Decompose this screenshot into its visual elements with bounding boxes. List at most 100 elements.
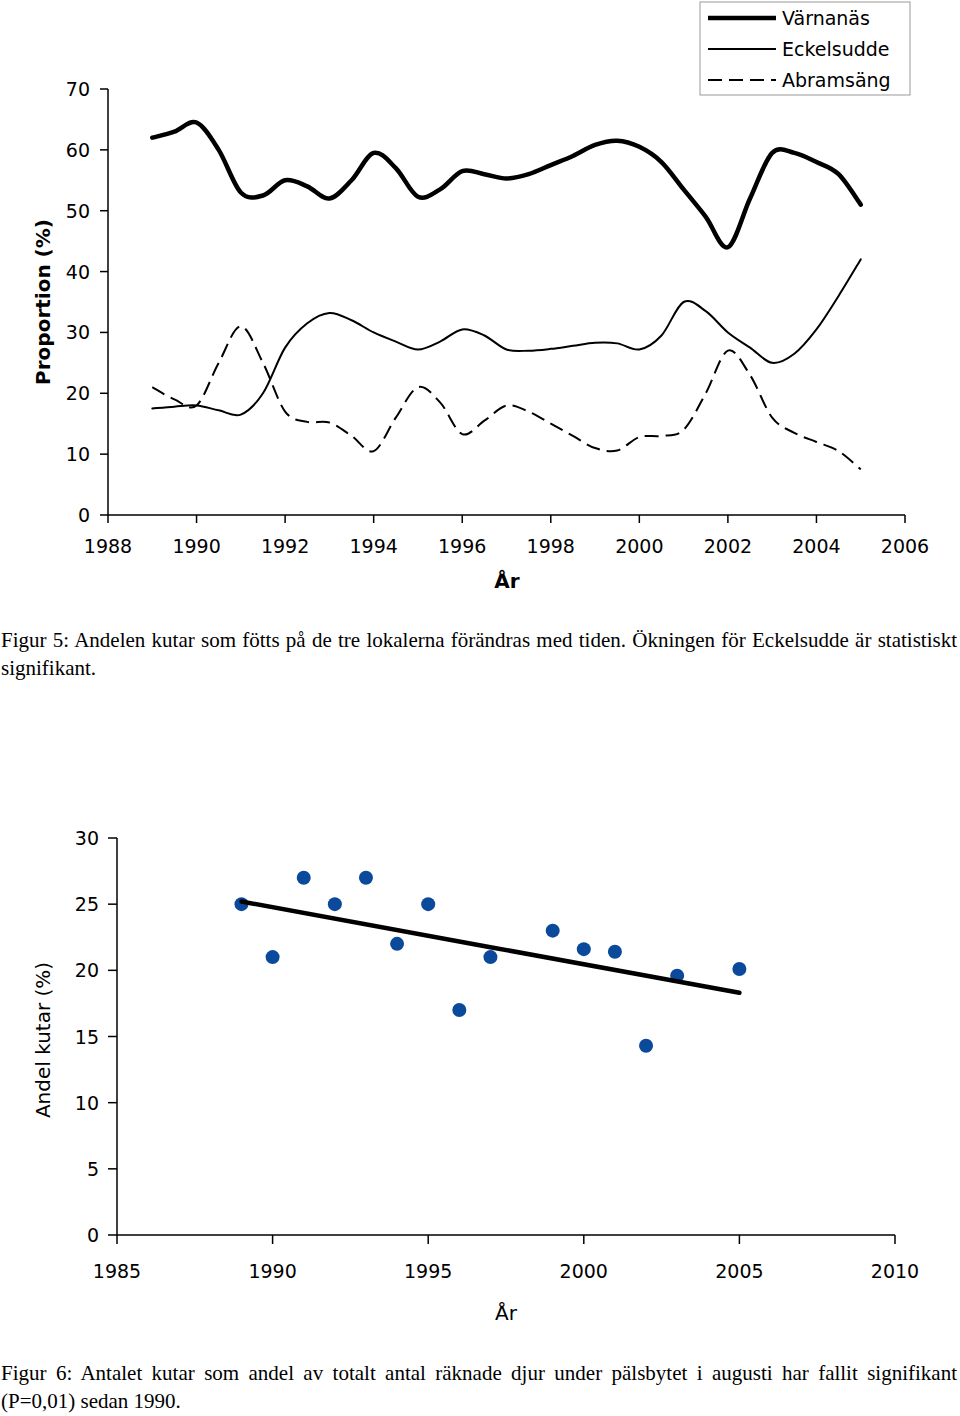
x-tick bbox=[116, 1235, 118, 1244]
scatter-point bbox=[639, 1039, 653, 1053]
x-tick bbox=[427, 1235, 429, 1244]
y-tick bbox=[100, 271, 108, 273]
x-tick-label: 2005 bbox=[715, 1260, 763, 1282]
y-tick bbox=[108, 970, 117, 972]
scatter-point bbox=[452, 1003, 466, 1017]
line-series bbox=[241, 902, 739, 993]
x-tick bbox=[639, 515, 641, 523]
x-tick-label: 1985 bbox=[93, 1260, 141, 1282]
y-tick bbox=[108, 903, 117, 905]
x-tick-label: 1990 bbox=[248, 1260, 296, 1282]
x-axis-label: År bbox=[494, 569, 519, 593]
scatter-point bbox=[577, 942, 591, 956]
y-tick-label: 10 bbox=[66, 443, 90, 465]
scatter-point bbox=[546, 924, 560, 938]
x-axis-line bbox=[108, 514, 905, 516]
plot-area bbox=[152, 122, 860, 469]
y-tick-label: 10 bbox=[75, 1092, 99, 1114]
legend-label: Värnanäs bbox=[782, 7, 870, 29]
x-tick-label: 2002 bbox=[704, 535, 752, 557]
x-tick-label: 2000 bbox=[560, 1260, 608, 1282]
scatter-point bbox=[266, 950, 280, 964]
x-tick bbox=[739, 1235, 741, 1244]
y-tick-label: 25 bbox=[75, 893, 99, 915]
y-tick-label: 0 bbox=[78, 504, 90, 526]
scatter-point bbox=[297, 871, 311, 885]
legend-swatch bbox=[708, 79, 776, 81]
y-tick bbox=[100, 393, 108, 395]
x-tick bbox=[904, 515, 906, 523]
page-canvas: 0102030405060701988199019921994199619982… bbox=[0, 0, 960, 1416]
x-tick-label: 2000 bbox=[615, 535, 663, 557]
x-tick-label: 1988 bbox=[84, 535, 132, 557]
x-axis-line bbox=[117, 1234, 895, 1236]
y-tick-label: 30 bbox=[66, 321, 90, 343]
x-tick bbox=[550, 515, 552, 523]
legend-box bbox=[700, 2, 910, 95]
line-series bbox=[152, 122, 860, 248]
figure-caption: Figur 6: Antalet kutar som andel av tota… bbox=[1, 1359, 957, 1415]
scatter-point bbox=[390, 937, 404, 951]
y-tick bbox=[100, 149, 108, 151]
x-tick bbox=[196, 515, 198, 523]
chart-1: 0 5 10 15 20 25 30 1985 1990 1995 2000 2005 2010 År An… bbox=[31, 827, 919, 1325]
y-tick-label: 30 bbox=[75, 827, 99, 849]
y-tick-label: 15 bbox=[75, 1026, 99, 1048]
plot-area bbox=[234, 871, 746, 1053]
y-tick bbox=[108, 1102, 117, 1104]
x-tick bbox=[583, 1235, 585, 1244]
y-tick bbox=[100, 514, 108, 516]
y-axis-label: Proportion (%) bbox=[31, 219, 55, 385]
x-axis-label: År bbox=[495, 1301, 518, 1325]
line-series bbox=[152, 326, 860, 469]
x-tick-label: 1992 bbox=[261, 535, 309, 557]
y-tick-label: 20 bbox=[66, 382, 90, 404]
x-tick bbox=[894, 1235, 896, 1244]
y-tick bbox=[108, 1036, 117, 1038]
x-tick bbox=[727, 515, 729, 523]
x-tick-label: 1994 bbox=[349, 535, 397, 557]
x-tick-label: 2006 bbox=[881, 535, 929, 557]
x-tick bbox=[373, 515, 375, 523]
legend-swatch bbox=[708, 48, 776, 50]
line-series bbox=[152, 259, 860, 415]
figure-caption: Figur 5: Andelen kutar som fötts på de t… bbox=[1, 626, 957, 682]
y-tick-label: 60 bbox=[66, 139, 90, 161]
y-tick-label: 50 bbox=[66, 200, 90, 222]
x-tick-label: 2004 bbox=[792, 535, 840, 557]
x-tick bbox=[272, 1235, 274, 1244]
x-tick-label: 1996 bbox=[438, 535, 486, 557]
x-tick-label: 2010 bbox=[871, 1260, 919, 1282]
y-tick bbox=[100, 210, 108, 212]
legend-swatch bbox=[708, 16, 776, 21]
scatter-point bbox=[732, 962, 746, 976]
x-tick-label: 1998 bbox=[527, 535, 575, 557]
y-axis-label: Andel kutar (%) bbox=[31, 962, 55, 1118]
y-tick bbox=[100, 88, 108, 90]
y-tick-label: 40 bbox=[66, 261, 90, 283]
y-tick bbox=[108, 1168, 117, 1170]
scatter-point bbox=[328, 897, 342, 911]
scatter-point bbox=[483, 950, 497, 964]
y-tick-label: 5 bbox=[87, 1158, 99, 1180]
scatter-point bbox=[421, 897, 435, 911]
y-tick bbox=[100, 453, 108, 455]
x-tick-label: 1990 bbox=[172, 535, 220, 557]
y-tick-label: 20 bbox=[75, 959, 99, 981]
y-tick bbox=[108, 837, 117, 839]
y-tick-label: 0 bbox=[87, 1224, 99, 1246]
y-tick-label: 70 bbox=[66, 78, 90, 100]
legend: Värnanäs Eckelsudde Abramsäng bbox=[700, 2, 910, 95]
x-tick bbox=[816, 515, 818, 523]
y-tick bbox=[100, 332, 108, 334]
x-tick bbox=[284, 515, 286, 523]
y-tick bbox=[108, 1234, 117, 1236]
chart-0: 0 10 20 30 40 50 60 70 1988 1990 1992 1994 1996 1998 2… bbox=[31, 2, 929, 593]
x-tick bbox=[107, 515, 109, 523]
legend-label: Eckelsudde bbox=[782, 38, 890, 60]
legend-label: Abramsäng bbox=[782, 69, 891, 91]
scatter-point bbox=[359, 871, 373, 885]
x-tick bbox=[461, 515, 463, 523]
x-tick-label: 1995 bbox=[404, 1260, 452, 1282]
scatter-point bbox=[608, 945, 622, 959]
